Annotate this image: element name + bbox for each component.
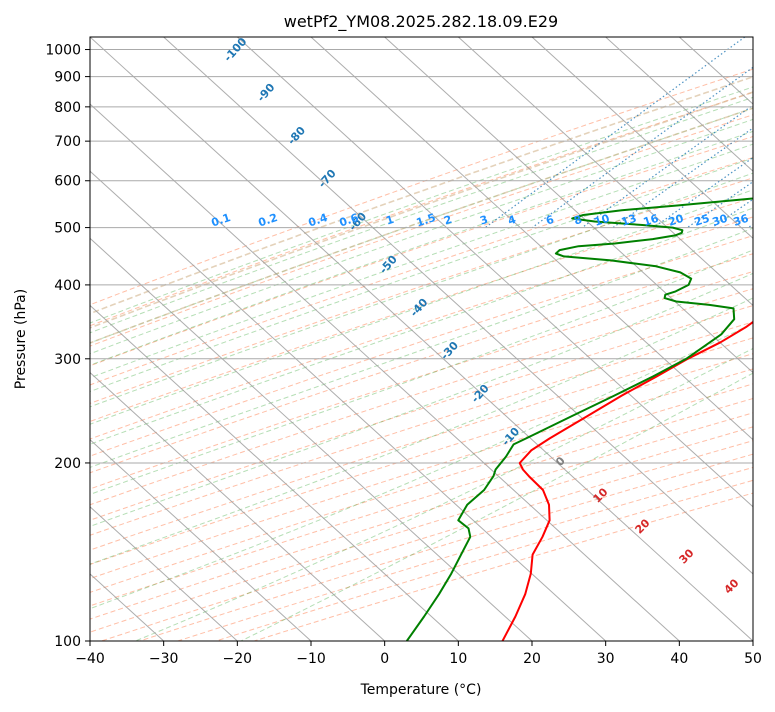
y-tick-label: 1000 xyxy=(45,43,81,59)
y-tick-label: 500 xyxy=(54,221,81,237)
y-tick-label: 200 xyxy=(54,456,81,472)
x-tick-label: 30 xyxy=(597,651,615,667)
x-axis-label: Temperature (°C) xyxy=(360,682,482,698)
x-tick-label: 0 xyxy=(380,651,389,667)
x-tick-label: 50 xyxy=(744,651,762,667)
x-tick-label: −30 xyxy=(149,651,179,667)
x-tick-label: 20 xyxy=(523,651,541,667)
y-axis-label: Pressure (hPa) xyxy=(13,289,29,389)
x-tick-label: −20 xyxy=(223,651,253,667)
x-tick-label: 10 xyxy=(449,651,467,667)
x-tick-label: 40 xyxy=(670,651,688,667)
y-tick-label: 600 xyxy=(54,174,81,190)
y-tick-label: 100 xyxy=(54,634,81,650)
x-tick-label: −40 xyxy=(75,651,105,667)
y-tick-label: 900 xyxy=(54,70,81,86)
y-tick-label: 700 xyxy=(54,134,81,150)
x-tick-label: −10 xyxy=(296,651,326,667)
y-tick-label: 300 xyxy=(54,352,81,368)
y-tick-label: 800 xyxy=(54,100,81,116)
y-tick-label: 400 xyxy=(54,278,81,294)
chart-title: wetPf2_YM08.2025.282.18.09.E29 xyxy=(284,12,558,32)
